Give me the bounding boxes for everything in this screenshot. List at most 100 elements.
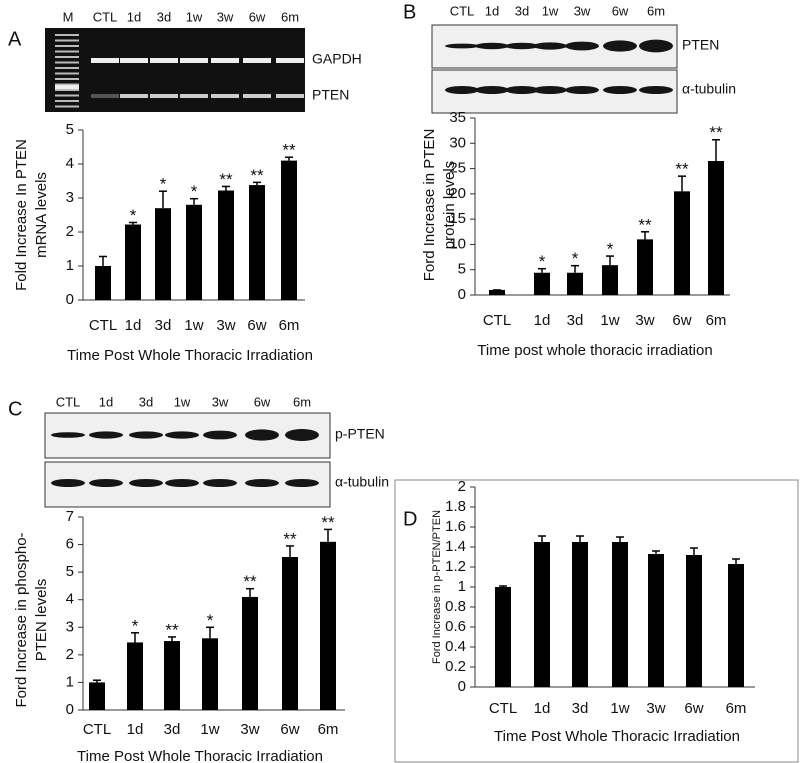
- bar: [495, 587, 511, 687]
- panel-letter: B: [403, 1, 416, 23]
- x-tick-label: 6m: [318, 721, 339, 738]
- error-bar: [678, 175, 686, 192]
- y-axis-title: protein levels: [441, 161, 458, 249]
- blot-band: [603, 86, 637, 94]
- error-bar: [576, 535, 584, 542]
- ladder-band: [55, 67, 79, 69]
- bar: [282, 556, 298, 710]
- blot-band: [245, 429, 279, 441]
- bar: [489, 289, 505, 295]
- lane-label: CTL: [56, 394, 81, 409]
- x-tick-label: 1w: [610, 700, 629, 717]
- panel-frame: [394, 479, 799, 763]
- error-bar: [222, 185, 230, 191]
- x-axis-title: Time post whole thoracic irradiation: [477, 342, 712, 359]
- blot-band: [129, 479, 163, 487]
- y-tick-label: 4: [66, 155, 74, 172]
- error-bar: [285, 156, 293, 161]
- gel-band: [150, 58, 178, 63]
- lane-label: 1w: [174, 394, 191, 409]
- y-tick-label: 4: [66, 591, 74, 608]
- x-tick-label: 3d: [164, 721, 181, 738]
- bar: [612, 542, 628, 687]
- lane-label: 1d: [127, 9, 141, 24]
- y-axis-title: mRNA levels: [33, 172, 50, 258]
- y-tick-label: 1.4: [445, 538, 466, 555]
- significance: *: [130, 206, 137, 225]
- x-tick-label: 1w: [184, 317, 203, 334]
- lane-label: CTL: [450, 3, 475, 18]
- ladder-band: [55, 61, 79, 64]
- x-tick-label: 6w: [247, 317, 266, 334]
- error-bar: [206, 626, 214, 639]
- x-tick-label: 1d: [125, 317, 142, 334]
- gel-band: [91, 94, 119, 98]
- y-tick-label: 1.6: [445, 518, 466, 535]
- lane-label: 1w: [186, 9, 203, 24]
- lane-label: M: [63, 9, 74, 24]
- blot-label: p-PTEN: [335, 426, 385, 442]
- y-tick-label: 3: [66, 618, 74, 635]
- y-tick-label: 0.4: [445, 638, 466, 655]
- gel-band: [276, 58, 304, 63]
- panel-letter: D: [403, 508, 417, 530]
- y-tick-label: 10: [449, 235, 466, 252]
- lane-label: 6w: [254, 394, 271, 409]
- gel-band: [211, 94, 239, 98]
- ladder-band: [55, 94, 79, 97]
- gel-band: [120, 58, 148, 63]
- lane-label: 1w: [542, 3, 559, 18]
- error-bar: [641, 231, 649, 240]
- bar: [728, 564, 744, 687]
- gel-band: [180, 58, 208, 63]
- x-tick-label: CTL: [89, 317, 117, 334]
- blot-band: [165, 431, 199, 439]
- x-tick-label: 3w: [646, 700, 665, 717]
- y-tick-label: 0: [66, 701, 74, 718]
- lane-label: 3w: [574, 3, 591, 18]
- bar: [567, 272, 583, 295]
- bar: [320, 541, 336, 710]
- bar: [572, 542, 588, 687]
- ladder-band: [55, 34, 79, 36]
- significance: **: [243, 572, 257, 591]
- significance: *: [191, 182, 198, 201]
- lane-label: 3w: [212, 394, 229, 409]
- lane-label: CTL: [93, 9, 118, 24]
- error-bar: [571, 264, 579, 273]
- bar: [127, 642, 143, 710]
- y-tick-label: 0: [66, 291, 74, 308]
- y-tick-label: 7: [66, 508, 74, 525]
- blot-band: [475, 42, 509, 50]
- gel-band: [276, 94, 304, 98]
- gel-band: [243, 58, 271, 63]
- significance: *: [132, 616, 139, 635]
- error-bar: [246, 587, 254, 597]
- significance: **: [250, 166, 264, 185]
- blot-band: [639, 86, 673, 94]
- x-tick-label: 3d: [155, 317, 172, 334]
- significance: **: [283, 529, 297, 548]
- lane-label: 3d: [515, 3, 529, 18]
- significance: **: [709, 123, 723, 142]
- blot-band: [603, 40, 637, 52]
- significance: **: [321, 513, 335, 532]
- ladder-band: [55, 39, 79, 42]
- y-tick-label: 5: [66, 563, 74, 580]
- lane-label: 6m: [281, 9, 299, 24]
- blot-band: [533, 86, 567, 94]
- error-bar: [93, 679, 101, 683]
- error-bar: [129, 221, 137, 225]
- bar: [202, 638, 218, 710]
- blot-band: [51, 432, 85, 438]
- x-tick-label: 6w: [684, 700, 703, 717]
- y-tick-label: 2: [66, 646, 74, 663]
- significance: **: [675, 160, 689, 179]
- bar: [708, 160, 724, 295]
- y-tick-label: 0.8: [445, 598, 466, 615]
- blot-band: [129, 431, 163, 439]
- y-tick-label: 35: [449, 109, 466, 126]
- x-tick-label: 6m: [706, 312, 727, 329]
- x-tick-label: 6w: [672, 312, 691, 329]
